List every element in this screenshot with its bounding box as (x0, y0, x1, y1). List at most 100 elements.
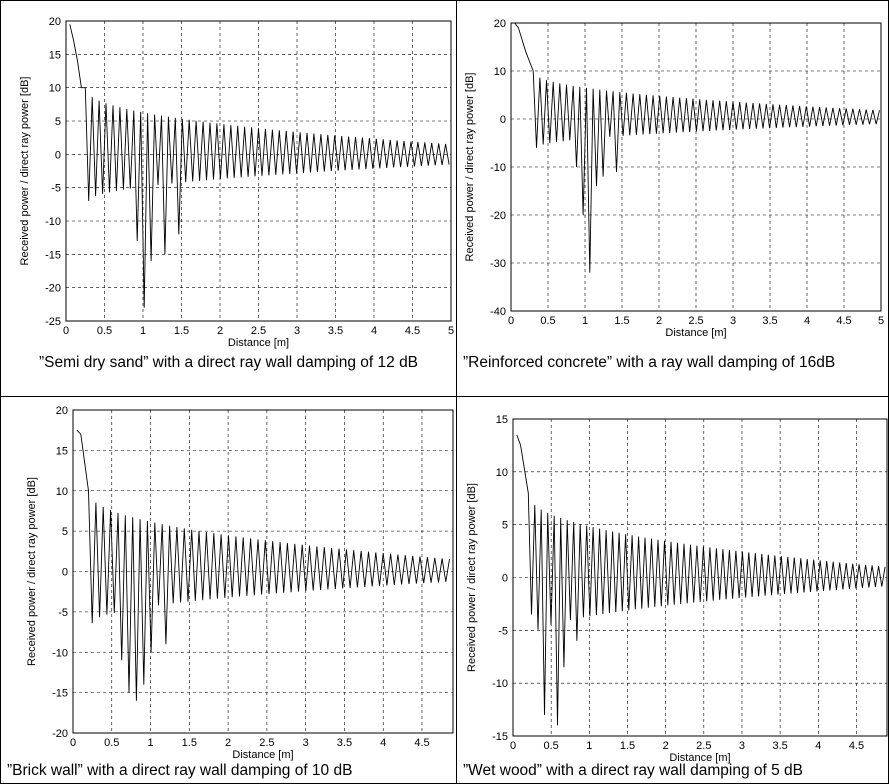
y-tick-label: 5 (62, 526, 68, 538)
x-tick-label: 2 (656, 315, 662, 327)
panel-wet-wood: 0 0.5 1 1.5 2 2.5 3 3.5 4 4.5 15 10 5 0 -5 -10 -15 Distan… (456, 396, 889, 784)
y-tick-label: -5 (51, 183, 61, 195)
y-tick-label: 15 (56, 445, 68, 457)
y-tick-label: 10 (496, 467, 508, 479)
x-tick-label: 2.5 (251, 325, 266, 337)
y-tick-label: -15 (492, 731, 508, 743)
x-tick-label: 1.5 (620, 740, 635, 752)
y-tick-label: -5 (498, 625, 508, 637)
x-tick-label: 2 (217, 325, 223, 337)
x-tick-label: 0 (63, 325, 69, 337)
y-tick-label: -5 (58, 607, 68, 619)
x-tick-label: 0.5 (540, 315, 555, 327)
x-tick-label: 5 (878, 315, 884, 327)
data-series-line (514, 22, 880, 273)
y-tick-label: 10 (56, 486, 68, 498)
x-tick-label: 3.5 (762, 315, 777, 327)
x-tick-label: 1.5 (182, 737, 197, 749)
y-axis-label: Received power / direct ray power [dB] (464, 73, 476, 262)
caption-brick-wall: ”Brick wall” with a direct ray wall damp… (7, 762, 353, 779)
y-axis-label: Received power / direct ray power [dB] (466, 483, 478, 672)
y-tick-label: -20 (490, 210, 506, 222)
x-tick-label: 2 (663, 740, 669, 752)
y-tick-label: 5 (502, 520, 508, 532)
x-tick-label: 0.5 (104, 737, 119, 749)
x-tick-label: 4 (815, 740, 821, 752)
y-tick-label: -10 (52, 647, 68, 659)
chart-wet-wood: 0 0.5 1 1.5 2 2.5 3 3.5 4 4.5 15 10 5 0 -5 -10 -15 Distan… (466, 414, 888, 764)
x-tick-label: 1 (582, 315, 588, 327)
y-tick-label: -10 (490, 162, 506, 174)
x-tick-label: 0.5 (97, 325, 112, 337)
x-tick-label: 1 (140, 325, 146, 337)
x-tick-label: 4.5 (849, 740, 864, 752)
y-tick-label: 20 (494, 18, 506, 30)
chart-brick-wall: 0 0.5 1 1.5 2 2.5 3 3.5 4 4.5 20 15 10 5 0 -5 -10 -15 -20 D… (26, 405, 454, 761)
x-tick-label: 0.5 (544, 740, 559, 752)
panel-semi-dry-sand: 0 0.5 1 1.5 2 2.5 3 3.5 4 4.5 5 20 15 10 5 0 -5 -10 -15 -20… (0, 0, 457, 397)
x-tick-label: 5 (448, 325, 454, 337)
x-tick-label: 3 (739, 740, 745, 752)
y-tick-label: 5 (55, 116, 61, 128)
x-tick-label: 4.5 (414, 737, 429, 749)
x-tick-label: 3 (730, 315, 736, 327)
data-series-line (516, 434, 886, 726)
x-tick-label: 0 (70, 737, 76, 749)
y-tick-label: 10 (49, 83, 61, 95)
y-tick-label: 0 (500, 114, 506, 126)
x-tick-label: 4.5 (405, 325, 420, 337)
chart-reinforced-concrete: 0 0.5 1 1.5 2 2.5 3 3.5 4 4.5 5 20 10 0 -10 -20 -30 -40 Di… (464, 18, 884, 339)
x-tick-label: 1 (147, 737, 153, 749)
caption-semi-dry-sand: ”Semi dry sand” with a direct ray wall d… (38, 354, 419, 371)
data-series-line (69, 24, 450, 308)
x-tick-label: 3 (294, 325, 300, 337)
y-tick-label: -30 (490, 258, 506, 270)
data-series-line (76, 429, 450, 701)
x-tick-label: 3.5 (772, 740, 787, 752)
x-tick-label: 4.5 (836, 315, 851, 327)
y-tick-label: 0 (502, 573, 508, 585)
x-tick-label: 3 (303, 737, 309, 749)
x-tick-label: 2.5 (696, 740, 711, 752)
caption-reinforced-concrete: ”Reinforced concrete” with a ray wall da… (463, 354, 836, 371)
x-tick-label: 2.5 (259, 737, 274, 749)
y-tick-label: -20 (45, 283, 61, 295)
x-tick-label: 0 (510, 740, 516, 752)
y-tick-label: 10 (494, 66, 506, 78)
x-tick-label: 2.5 (688, 315, 703, 327)
y-tick-label: -10 (492, 678, 508, 690)
x-tick-label: 4 (371, 325, 377, 337)
x-tick-label: 3.5 (337, 737, 352, 749)
x-tick-label: 3.5 (328, 325, 343, 337)
caption-wet-wood: ”Wet wood” with a direct ray wall dampin… (463, 762, 804, 779)
y-axis-label: Received power / direct ray power [dB] (19, 77, 31, 266)
y-tick-label: -25 (45, 316, 61, 328)
y-tick-label: 15 (49, 49, 61, 61)
y-tick-label: -40 (490, 306, 506, 318)
y-axis-label: Received power / direct ray power [dB] (26, 477, 38, 666)
y-tick-label: 15 (496, 414, 508, 426)
x-tick-label: 0 (508, 315, 514, 327)
y-tick-label: 20 (56, 405, 68, 417)
x-tick-label: 4 (804, 315, 810, 327)
y-tick-label: 0 (55, 149, 61, 161)
x-tick-label: 4 (380, 737, 386, 749)
x-tick-label: 1 (586, 740, 592, 752)
x-axis-label: Distance [m] (228, 337, 289, 349)
y-tick-label: -15 (52, 688, 68, 700)
x-tick-label: 2 (225, 737, 231, 749)
x-tick-label: 1.5 (614, 315, 629, 327)
x-axis-label: Distance [m] (232, 749, 293, 761)
y-tick-label: -15 (45, 249, 61, 261)
chart-semi-dry-sand: 0 0.5 1 1.5 2 2.5 3 3.5 4 4.5 5 20 15 10 5 0 -5 -10 -15 -20… (19, 16, 454, 349)
x-axis-label: Distance [m] (665, 327, 726, 339)
panel-brick-wall: 0 0.5 1 1.5 2 2.5 3 3.5 4 4.5 20 15 10 5 0 -5 -10 -15 -20 D… (0, 396, 457, 784)
x-axis-label: Distance [m] (669, 752, 730, 764)
y-tick-label: -10 (45, 216, 61, 228)
y-tick-label: 20 (49, 16, 61, 28)
x-tick-label: 1.5 (174, 325, 189, 337)
panel-reinforced-concrete: 0 0.5 1 1.5 2 2.5 3 3.5 4 4.5 5 20 10 0 -10 -20 -30 -40 Di… (456, 0, 889, 397)
y-tick-label: 0 (62, 567, 68, 579)
y-tick-label: -20 (52, 728, 68, 740)
